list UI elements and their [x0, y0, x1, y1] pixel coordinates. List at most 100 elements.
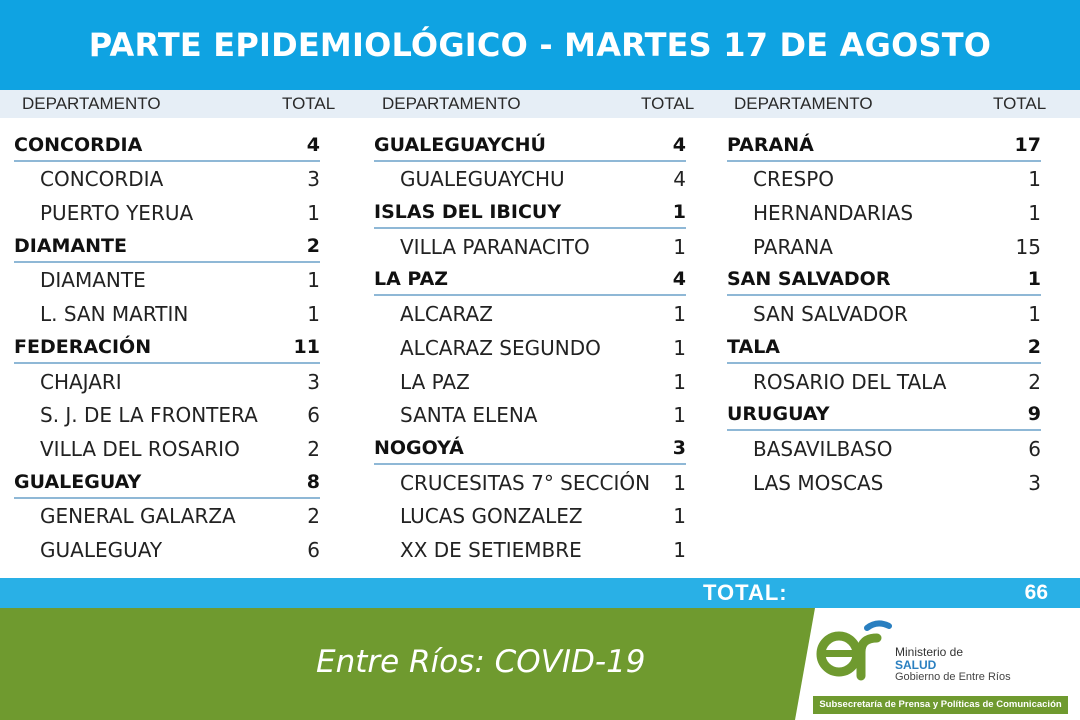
location-name: L. SAN MARTIN: [40, 302, 189, 327]
column-header-department: DEPARTAMENTO: [734, 94, 873, 113]
location-row: ALCARAZ 1: [374, 296, 686, 330]
location-row: CRESPO 1: [727, 162, 1041, 196]
location-name: XX DE SETIEMBRE: [400, 537, 582, 562]
location-name: ROSARIO DEL TALA: [753, 369, 947, 394]
location-name: LA PAZ: [400, 369, 470, 394]
location-row: PARANA 15: [727, 229, 1041, 263]
location-total: 1: [1028, 167, 1041, 192]
location-name: PARANA: [753, 234, 833, 259]
ministry-logo-panel: Ministerio de SALUD Gobierno de Entre Rí…: [795, 608, 1080, 720]
department-row: GUALEGUAY 8: [14, 465, 320, 499]
location-name: SANTA ELENA: [400, 403, 538, 428]
location-total: 1: [1028, 302, 1041, 327]
location-total: 1: [673, 537, 686, 562]
location-name: BASAVILBASO: [753, 436, 893, 461]
location-row: SAN SALVADOR 1: [727, 296, 1041, 330]
department-total: 1: [1027, 268, 1041, 291]
department-total: 4: [672, 133, 686, 156]
location-row: CRUCESITAS 7° SECCIÓN 1: [374, 465, 686, 499]
location-total: 3: [1028, 470, 1041, 495]
location-row: LAS MOSCAS 3: [727, 465, 1041, 499]
department-name: TALA: [727, 335, 781, 358]
column-header-department: DEPARTAMENTO: [382, 94, 521, 113]
department-total: 3: [672, 436, 686, 459]
logo-salud-text: SALUD: [895, 658, 937, 672]
total-label: TOTAL:: [703, 580, 788, 605]
location-name: CHAJARI: [40, 369, 122, 394]
location-row: GUALEGUAYCHU 4: [374, 162, 686, 196]
location-name: PUERTO YERUA: [40, 201, 194, 226]
logo-subsecretaria-band: Subsecretaría de Prensa y Políticas de C…: [813, 696, 1068, 714]
department-total: 4: [672, 268, 686, 291]
department-total: 2: [306, 234, 320, 257]
department-name: CONCORDIA: [14, 133, 143, 156]
location-total: 1: [673, 369, 686, 394]
location-name: DIAMANTE: [40, 268, 146, 293]
total-value: 66: [1024, 581, 1048, 604]
column-headers-bar: DEPARTAMENTO TOTAL DEPARTAMENTO TOTAL DE…: [0, 90, 1080, 118]
location-total: 1: [673, 302, 686, 327]
location-name: HERNANDARIAS: [753, 201, 914, 226]
location-name: CRUCESITAS 7° SECCIÓN: [400, 470, 651, 495]
department-total: 1: [672, 201, 686, 224]
column-header-department: DEPARTAMENTO: [22, 94, 161, 113]
location-name: CONCORDIA: [40, 167, 164, 192]
department-row: SAN SALVADOR 1: [727, 263, 1041, 297]
location-total: 1: [307, 302, 320, 327]
location-total: 4: [673, 167, 686, 192]
location-name: S. J. DE LA FRONTERA: [40, 403, 258, 428]
location-name: GUALEGUAYCHU: [400, 167, 565, 192]
department-name: NOGOYÁ: [374, 436, 464, 459]
department-name: LA PAZ: [374, 268, 449, 291]
department-name: PARANÁ: [727, 133, 814, 156]
department-total: 8: [306, 470, 320, 493]
department-row: LA PAZ 4: [374, 263, 686, 297]
department-name: FEDERACIÓN: [14, 335, 152, 358]
location-row: ALCARAZ SEGUNDO 1: [374, 330, 686, 364]
department-total: 11: [293, 335, 320, 358]
table-column-3: PARANÁ 17 CRESPO 1 HERNANDARIAS 1 PARANA 15 SAN …: [727, 128, 1041, 499]
location-total: 1: [1028, 201, 1041, 226]
location-row: VILLA DEL ROSARIO 2: [14, 431, 320, 465]
location-name: CRESPO: [753, 167, 834, 192]
location-total: 1: [673, 335, 686, 360]
location-name: SAN SALVADOR: [753, 302, 908, 327]
column-header-total: TOTAL: [641, 94, 695, 113]
department-name: SAN SALVADOR: [727, 268, 891, 291]
department-row: NOGOYÁ 3: [374, 431, 686, 465]
location-row: PUERTO YERUA 1: [14, 195, 320, 229]
department-total: 9: [1027, 403, 1041, 426]
department-name: URUGUAY: [727, 403, 830, 426]
column-header-total: TOTAL: [993, 94, 1047, 113]
total-bar: TOTAL: 66: [0, 578, 1080, 608]
column-header-total: TOTAL: [282, 94, 336, 113]
department-name: GUALEGUAY: [14, 470, 142, 493]
location-name: VILLA DEL ROSARIO: [40, 436, 240, 461]
department-row: FEDERACIÓN 11: [14, 330, 320, 364]
location-total: 2: [1028, 369, 1041, 394]
location-row: HERNANDARIAS 1: [727, 195, 1041, 229]
location-total: 1: [673, 504, 686, 529]
location-total: 3: [307, 167, 320, 192]
location-row: S. J. DE LA FRONTERA 6: [14, 398, 320, 432]
location-total: 6: [1028, 436, 1041, 461]
location-total: 6: [307, 537, 320, 562]
table-column-2: GUALEGUAYCHÚ 4 GUALEGUAYCHU 4 ISLAS DEL IBIC…: [374, 128, 686, 566]
location-total: 1: [307, 201, 320, 226]
department-total: 17: [1014, 133, 1041, 156]
logo-ministry-text: Ministerio de: [895, 645, 964, 659]
location-total: 2: [307, 504, 320, 529]
location-row: LA PAZ 1: [374, 364, 686, 398]
location-row: VILLA PARANACITO 1: [374, 229, 686, 263]
location-total: 6: [307, 403, 320, 428]
location-total: 1: [307, 268, 320, 293]
location-row: DIAMANTE 1: [14, 263, 320, 297]
department-name: DIAMANTE: [14, 234, 127, 257]
department-total: 2: [1027, 335, 1041, 358]
department-name: ISLAS DEL IBICUY: [374, 201, 562, 224]
location-row: CONCORDIA 3: [14, 162, 320, 196]
er-logo-icon: [816, 620, 892, 681]
location-row: CHAJARI 3: [14, 364, 320, 398]
department-row: TALA 2: [727, 330, 1041, 364]
location-row: SANTA ELENA 1: [374, 398, 686, 432]
